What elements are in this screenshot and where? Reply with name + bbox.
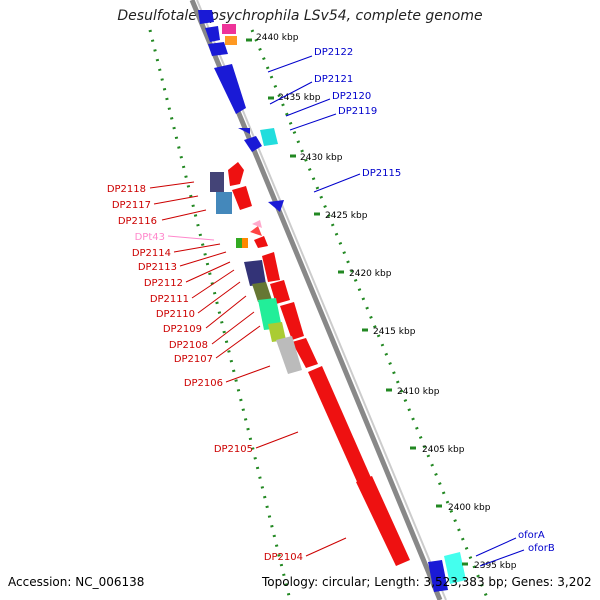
scale-label: 2430 kbp (300, 153, 343, 163)
gene-block-orange-small (242, 238, 248, 248)
gene-label-dpt43: DPt43 (135, 232, 165, 243)
gene-label-dp2116: DP2116 (118, 216, 157, 227)
gene-label-dp2108: DP2108 (169, 340, 208, 351)
gene-block-grey (276, 336, 302, 374)
gene-block (280, 302, 304, 340)
scale-label: 2400 kbp (448, 503, 491, 513)
gene-label-dp2104: DP2104 (264, 552, 303, 563)
gene-label-dp2106: DP2106 (184, 378, 223, 389)
scale-label: 2405 kbp (422, 445, 465, 455)
gene-block-olive (252, 282, 272, 302)
gene-block-cyan (444, 552, 466, 584)
gene-block (262, 252, 280, 282)
gene-label-dp2111: DP2111 (150, 294, 189, 305)
scale-label: 2440 kbp (256, 33, 299, 43)
gene-label-dp2120: DP2120 (332, 91, 371, 102)
gene-block-indigo (244, 260, 266, 286)
scale-label: 2435 kbp (278, 93, 321, 103)
accession-label: Accession: NC_006138 (8, 575, 145, 589)
gene-block-orange (225, 36, 237, 45)
scale-label: 2420 kbp (349, 269, 392, 279)
gene-block (205, 26, 220, 42)
gene-block-mint (258, 298, 282, 330)
gene-label-dp2117: DP2117 (112, 200, 151, 211)
topology-label: Topology: circular; Length: 3,523,383 bp… (262, 575, 592, 589)
gene-block (238, 128, 250, 134)
reverse-leaders (149, 181, 347, 557)
gene-label-oforb: oforB (528, 543, 555, 554)
gene-block (232, 186, 252, 210)
gene-block (254, 236, 268, 248)
gene-block (356, 476, 410, 566)
gene-label-dp2112: DP2112 (144, 278, 183, 289)
gene-block-pink (222, 24, 236, 34)
gene-block (268, 200, 284, 212)
gene-block (428, 560, 448, 592)
gene-label-dp2107: DP2107 (174, 354, 213, 365)
gene-label-dp2109: DP2109 (163, 324, 202, 335)
gene-label-dp2114: DP2114 (132, 248, 171, 259)
gene-label-dp2115: DP2115 (362, 168, 401, 179)
gene-block (208, 42, 228, 56)
gene-block (228, 162, 244, 186)
scale-label: 2410 kbp (397, 387, 440, 397)
forward-genes (198, 10, 448, 592)
gene-block (250, 226, 262, 236)
gene-block-pink-small (252, 220, 262, 228)
gene-block-steel (216, 192, 232, 214)
gene-label-dp2113: DP2113 (138, 262, 177, 273)
gene-label-dp2118: DP2118 (107, 184, 146, 195)
rna-leader (167, 235, 215, 241)
gene-block-green (236, 238, 242, 248)
forward-leaders (267, 55, 525, 567)
gene-block (198, 10, 214, 24)
gene-block (308, 366, 372, 484)
gene-block (292, 338, 318, 368)
gene-block (270, 280, 290, 304)
gene-label-ofora: oforA (518, 530, 545, 541)
gene-block-cyan (260, 128, 278, 146)
gene-label-dp2110: DP2110 (156, 309, 195, 320)
scale-label: 2395 kbp (474, 561, 517, 571)
reverse-genes (228, 162, 410, 566)
scale-label: 2425 kbp (325, 211, 368, 221)
gene-label-dp2121: DP2121 (314, 74, 353, 85)
gene-block-slate (210, 172, 224, 192)
gene-block (214, 64, 246, 114)
scale-label: 2415 kbp (373, 327, 416, 337)
gene-label-dp2119: DP2119 (338, 106, 377, 117)
scale-ticks (246, 38, 468, 566)
gene-label-dp2122: DP2122 (314, 47, 353, 58)
gene-block-lime (268, 322, 286, 342)
gene-block (244, 136, 262, 152)
gene-label-dp2105: DP2105 (214, 444, 253, 455)
